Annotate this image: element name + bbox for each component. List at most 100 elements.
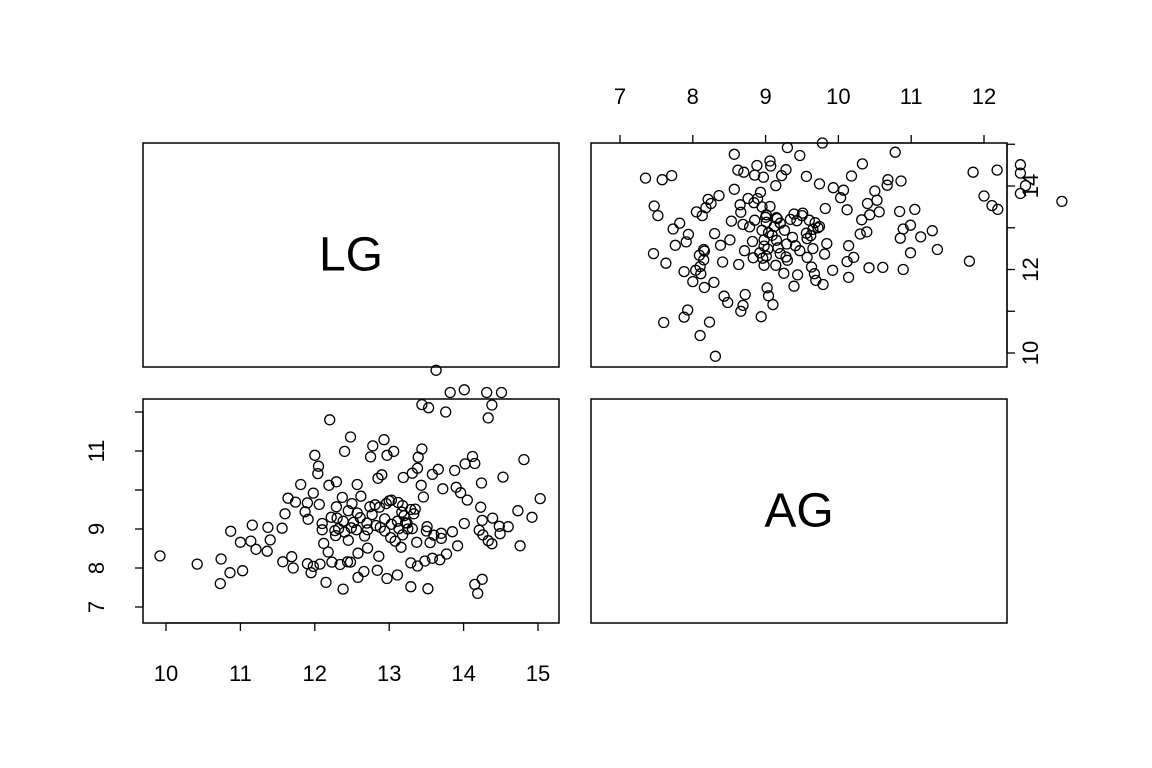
data-point — [380, 497, 392, 510]
data-point — [534, 492, 546, 505]
data-point — [881, 179, 893, 191]
data-point — [512, 505, 524, 517]
data-point — [821, 237, 833, 250]
data-point — [826, 264, 839, 276]
data-point — [861, 197, 874, 210]
data-point — [801, 232, 813, 245]
data-point — [313, 498, 325, 511]
data-point — [648, 200, 660, 212]
data-point — [778, 224, 791, 236]
data-point — [454, 487, 467, 499]
data-point — [371, 564, 383, 576]
data-point — [458, 384, 470, 396]
data-point — [963, 255, 976, 267]
bottom-x-axis: 10 11 12 13 14 15 — [154, 622, 550, 686]
data-point — [871, 194, 883, 206]
data-point — [330, 476, 343, 488]
data-point — [322, 546, 334, 558]
data-point — [746, 235, 759, 248]
data-point — [897, 263, 909, 276]
data-point — [734, 199, 746, 211]
data-point — [767, 298, 779, 311]
data-point — [751, 159, 763, 172]
data-point — [262, 521, 274, 534]
data-point — [652, 209, 664, 222]
data-point — [324, 414, 336, 426]
data-point — [751, 192, 764, 205]
data-point — [482, 412, 494, 424]
data-point — [276, 522, 288, 534]
data-point — [475, 501, 487, 513]
data-point — [713, 189, 725, 202]
top-axis-tick-label: 7 — [614, 84, 626, 109]
data-point — [760, 209, 772, 221]
data-point — [358, 565, 370, 578]
data-point — [411, 536, 423, 548]
data-point — [330, 501, 343, 513]
data-point — [402, 523, 414, 535]
data-point — [307, 487, 319, 499]
data-point — [770, 234, 783, 246]
data-point — [411, 560, 424, 572]
data-point — [420, 525, 433, 537]
data-point — [342, 505, 354, 517]
data-point — [342, 534, 354, 546]
data-point — [373, 501, 386, 513]
data-point — [225, 525, 237, 537]
data-point — [405, 581, 417, 593]
data-point — [329, 529, 342, 542]
bottom-axis-tick-label: 14 — [451, 661, 475, 686]
data-point — [807, 223, 819, 236]
data-point — [424, 536, 436, 549]
data-point — [718, 290, 730, 302]
data-point — [366, 508, 378, 521]
data-point — [682, 228, 695, 241]
data-point — [376, 469, 388, 481]
data-point — [873, 206, 885, 218]
data-point — [728, 148, 740, 160]
data-point — [191, 558, 203, 570]
data-point — [915, 231, 927, 243]
data-point — [224, 567, 236, 579]
data-point — [1014, 167, 1027, 179]
data-point — [422, 583, 434, 595]
data-point — [346, 497, 358, 510]
data-point — [398, 510, 410, 522]
data-point — [405, 503, 417, 516]
data-point — [696, 209, 708, 222]
data-point — [931, 243, 944, 256]
data-point — [236, 565, 249, 577]
data-point — [336, 491, 348, 504]
panel-lg-label — [142, 142, 560, 368]
data-point — [758, 259, 770, 271]
data-point — [364, 451, 377, 463]
data-point — [261, 545, 273, 557]
data-point — [749, 169, 761, 181]
data-point — [698, 281, 711, 294]
data-point — [309, 449, 321, 461]
top-axis-tick-label: 9 — [759, 84, 771, 109]
data-point — [680, 236, 692, 248]
data-point — [395, 541, 407, 553]
data-point — [312, 460, 325, 472]
data-point — [837, 184, 850, 196]
data-point — [722, 296, 734, 309]
data-point — [389, 535, 401, 547]
data-point — [735, 206, 747, 218]
data-point — [481, 386, 493, 399]
data-point — [770, 259, 782, 271]
panel-ag-label — [590, 398, 1008, 624]
data-point — [316, 524, 328, 536]
data-point — [666, 169, 678, 182]
data-point — [781, 238, 793, 250]
data-point — [784, 213, 797, 226]
data-point — [354, 512, 366, 524]
data-point — [904, 219, 917, 231]
data-point — [687, 275, 699, 288]
data-point — [992, 203, 1004, 216]
data-point — [469, 457, 481, 470]
data-point — [678, 311, 690, 323]
scatter-points-bottom-left — [154, 364, 546, 600]
data-point — [299, 506, 311, 518]
